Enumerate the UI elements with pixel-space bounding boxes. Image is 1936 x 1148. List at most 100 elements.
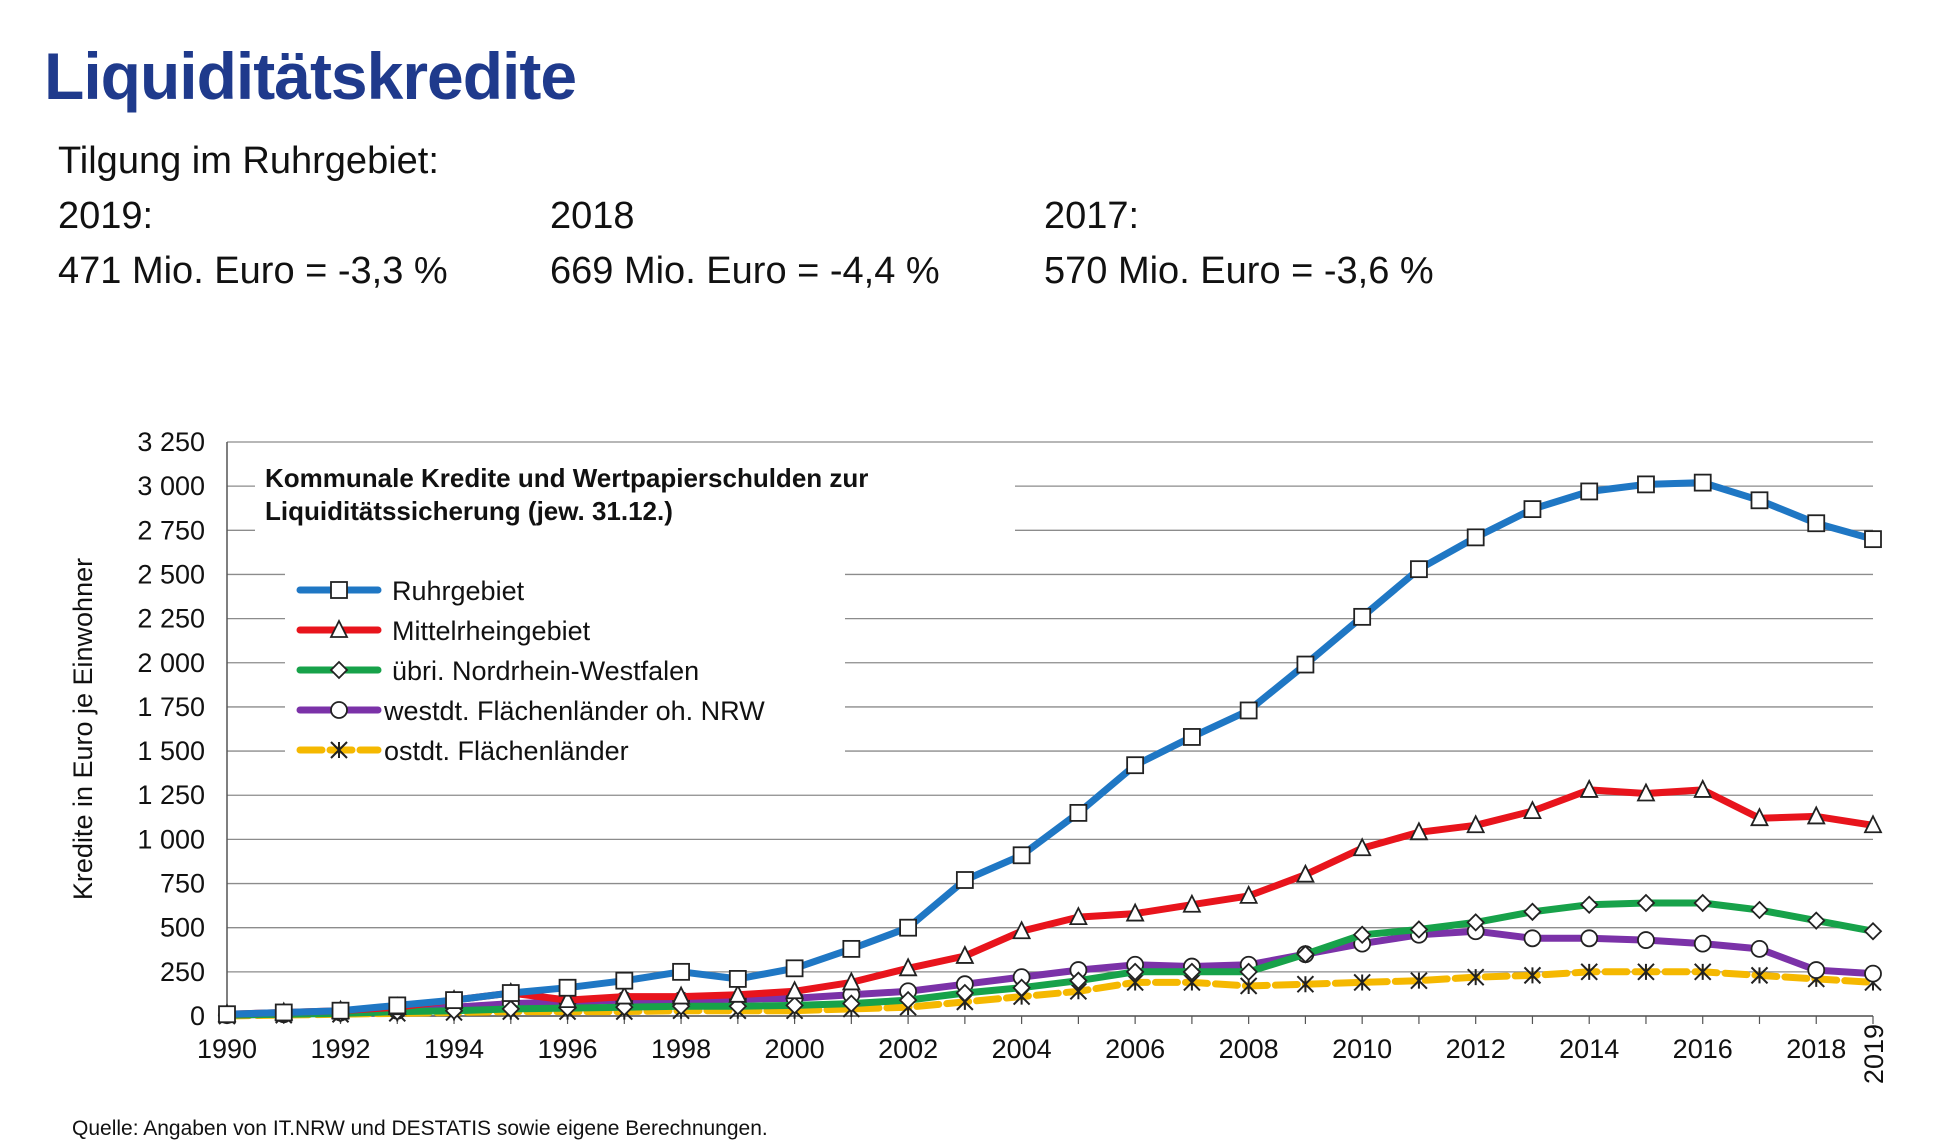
data-point: [729, 1001, 747, 1020]
series-line: [223, 479, 1877, 1018]
data-point: [955, 983, 975, 1003]
data-point: [615, 991, 634, 1010]
data-point: [331, 999, 350, 1019]
page-title: Liquiditätskredite: [44, 39, 577, 113]
data-point: [842, 994, 861, 1013]
data-point: [728, 997, 748, 1016]
data-point: [1750, 807, 1769, 827]
data-point: [1580, 963, 1598, 981]
data-point: [501, 999, 521, 1019]
data-point: [387, 996, 407, 1016]
data-point: [1126, 756, 1145, 775]
data-point: [1636, 893, 1656, 913]
data-point: [842, 939, 861, 958]
data-point: [274, 1003, 293, 1022]
x-tick-label: 1996: [538, 1034, 598, 1064]
series-1: [217, 778, 1883, 1023]
data-point: [274, 1004, 294, 1024]
chart-title-line: Kommunale Kredite und Wertpapierschulden…: [265, 463, 868, 493]
data-point: [218, 1005, 236, 1024]
y-tick-label: 250: [160, 957, 205, 987]
data-point: [1239, 977, 1258, 995]
data-point: [1182, 957, 1201, 976]
data-point: [728, 970, 747, 988]
data-point: [955, 975, 974, 994]
data-point: [1012, 978, 1031, 998]
data-point: [1126, 973, 1144, 992]
data-point: [274, 1005, 293, 1024]
data-point: [1523, 966, 1542, 985]
data-point: [1466, 814, 1486, 834]
x-tick-label: 2000: [765, 1034, 825, 1064]
data-point: [1579, 778, 1599, 798]
data-point: [1352, 837, 1372, 857]
data-point: [1806, 911, 1826, 930]
legend-item: übri. Nordrhein-Westfalen: [296, 656, 699, 686]
data-point: [1523, 500, 1542, 519]
y-tick-label: 2 250: [137, 604, 205, 634]
data-point: [1295, 863, 1315, 883]
y-tick-label: 750: [160, 869, 205, 899]
data-point: [388, 996, 407, 1015]
data-point: [956, 993, 974, 1011]
y-tick-label: 2 500: [137, 559, 205, 589]
data-point: [785, 959, 804, 978]
column-2018-value: 669 Mio. Euro = -4,4 %: [550, 250, 940, 292]
data-point: [217, 1003, 237, 1023]
data-point: [955, 944, 975, 964]
data-point: [1750, 900, 1769, 920]
data-point: [671, 985, 691, 1005]
legend-marker: [329, 660, 349, 680]
legend-item: Mittelrheingebiet: [296, 616, 591, 646]
x-tick-label: 2010: [1332, 1034, 1392, 1064]
data-point: [1807, 970, 1825, 988]
x-tick-label: 1994: [424, 1034, 484, 1064]
data-point: [444, 1001, 464, 1020]
legend-label: Mittelrheingebiet: [392, 616, 591, 646]
data-point: [899, 998, 917, 1016]
data-point: [1239, 955, 1258, 974]
data-point: [1637, 963, 1655, 981]
y-tick-label: 3 250: [137, 427, 205, 457]
data-point: [1693, 893, 1712, 913]
x-tick-label: 1992: [310, 1034, 370, 1064]
data-point: [1182, 728, 1201, 746]
data-point: [1125, 962, 1145, 982]
x-tick-label: 2012: [1446, 1034, 1506, 1064]
data-point: [1466, 528, 1485, 547]
legend-label: übri. Nordrhein-Westfalen: [392, 656, 699, 686]
data-point: [558, 978, 577, 997]
data-point: [785, 989, 804, 1008]
data-point: [1069, 971, 1088, 990]
y-tick-label: 2 750: [137, 515, 205, 545]
data-point: [615, 1002, 634, 1021]
data-point: [274, 1001, 294, 1021]
data-point: [1012, 968, 1031, 987]
data-point: [1410, 925, 1428, 944]
x-tick-label: 2016: [1673, 1034, 1733, 1064]
data-point: [785, 996, 804, 1015]
data-point: [388, 1004, 406, 1023]
data-point: [1750, 491, 1769, 510]
data-point: [445, 998, 463, 1017]
data-point: [1466, 913, 1485, 932]
chart-title-line: Liquiditätssicherung (jew. 31.12.): [265, 496, 673, 526]
series-0: [218, 473, 1882, 1024]
y-tick-label: 3 000: [137, 471, 205, 501]
data-point: [1694, 963, 1712, 981]
data-point: [614, 985, 634, 1005]
data-point: [1068, 906, 1088, 925]
data-point: [331, 1004, 350, 1023]
data-point: [1693, 778, 1713, 798]
legend-marker: [330, 581, 348, 599]
data-point: [218, 1006, 236, 1025]
data-point: [1864, 973, 1882, 992]
data-point: [1352, 925, 1372, 945]
data-point: [1637, 475, 1655, 494]
source-note: Quelle: Angaben von IT.NRW und DESTATIS …: [72, 1117, 768, 1140]
data-point: [899, 918, 918, 937]
data-point: [672, 1001, 690, 1020]
data-point: [728, 983, 748, 1003]
subtitle: Tilgung im Ruhrgebiet:: [58, 140, 439, 182]
data-point: [615, 971, 634, 990]
